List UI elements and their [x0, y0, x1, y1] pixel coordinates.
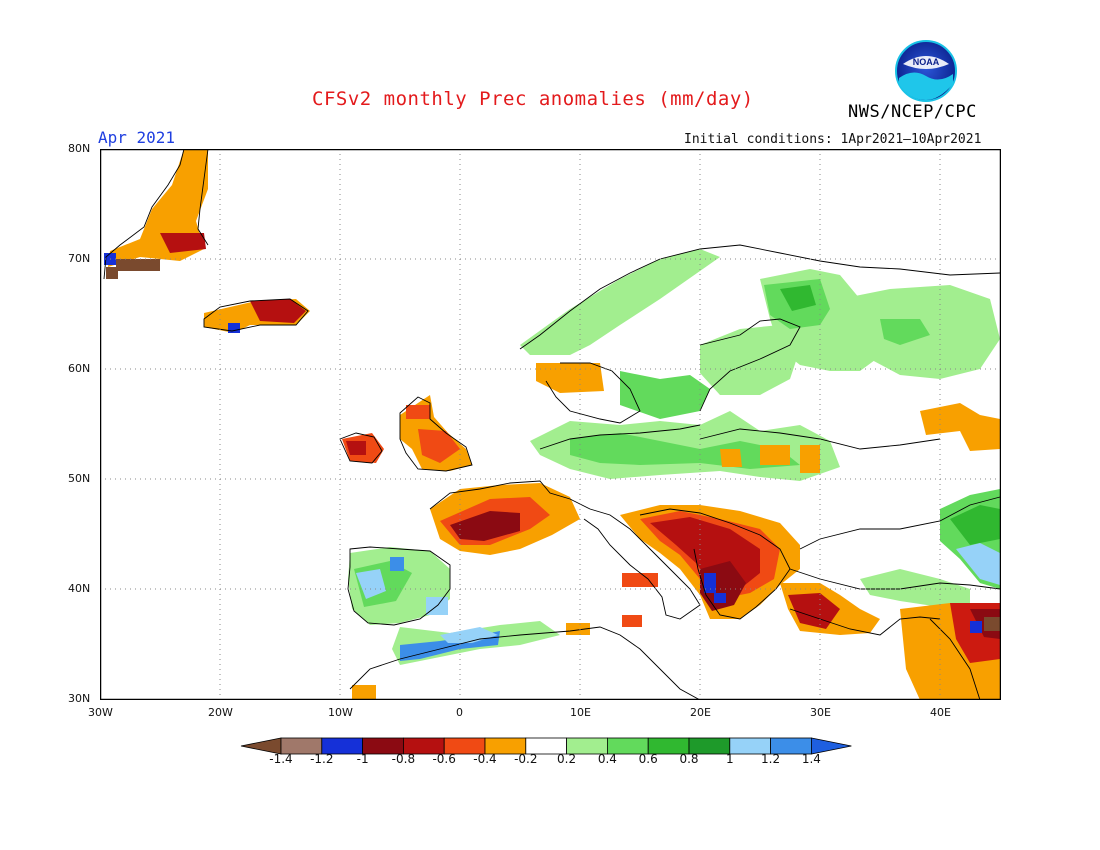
lon-label-30w: 30W [88, 706, 113, 719]
colorbar-tick-label: 1.4 [801, 752, 821, 766]
lon-label-40e: 40E [930, 706, 951, 719]
lat-label-40n: 40N [68, 582, 91, 595]
lat-label-60n: 60N [68, 362, 91, 375]
colorbar-tick-label: 0.6 [638, 752, 658, 766]
lon-label-10w: 10W [328, 706, 353, 719]
colorbar-tick-label: 0.4 [597, 752, 617, 766]
map-title: CFSv2 monthly Prec anomalies (mm/day) [312, 88, 754, 110]
colorbar-swatches [240, 737, 852, 755]
graticule [100, 149, 1001, 700]
noaa-logo: NOAA [895, 40, 957, 102]
forecast-period-label: Apr 2021 [98, 128, 176, 147]
anomaly-map [100, 149, 1001, 700]
colorbar-tick-label: 1 [725, 752, 734, 766]
colorbar-tick-label: -0.2 [514, 752, 538, 766]
lat-label-80n: 80N [68, 142, 91, 155]
anomaly-shading [104, 149, 1000, 700]
colorbar-tick-label: 0.2 [557, 752, 577, 766]
initial-conditions-label: Initial conditions: 1Apr2021–10Apr2021 [684, 132, 982, 147]
agency-label: NWS/NCEP/CPC [848, 102, 977, 122]
map-frame [100, 149, 1001, 700]
colorbar-tick-label: -0.6 [432, 752, 456, 766]
colorbar-tick-label: -0.8 [391, 752, 416, 766]
noaa-logo-text: NOAA [913, 57, 940, 67]
colorbar-tick-label: -1 [356, 752, 369, 766]
colorbar-tick-label: -0.4 [473, 752, 497, 766]
colorbar-arrow-high [811, 737, 852, 755]
lat-label-70n: 70N [68, 252, 91, 265]
lon-label-20e: 20E [690, 706, 711, 719]
lon-label-20w: 20W [208, 706, 233, 719]
colorbar [240, 737, 852, 755]
colorbar-tick-label: -1.4 [269, 752, 293, 766]
lat-label-50n: 50N [68, 472, 91, 485]
lon-label-30e: 30E [810, 706, 831, 719]
colorbar-tick-label: 0.8 [679, 752, 699, 766]
colorbar-tick-label: -1.2 [310, 752, 334, 766]
lon-label-0: 0 [456, 706, 463, 719]
lat-label-30n: 30N [68, 692, 91, 705]
lon-label-10e: 10E [570, 706, 591, 719]
colorbar-tick-label: 1.2 [761, 752, 781, 766]
